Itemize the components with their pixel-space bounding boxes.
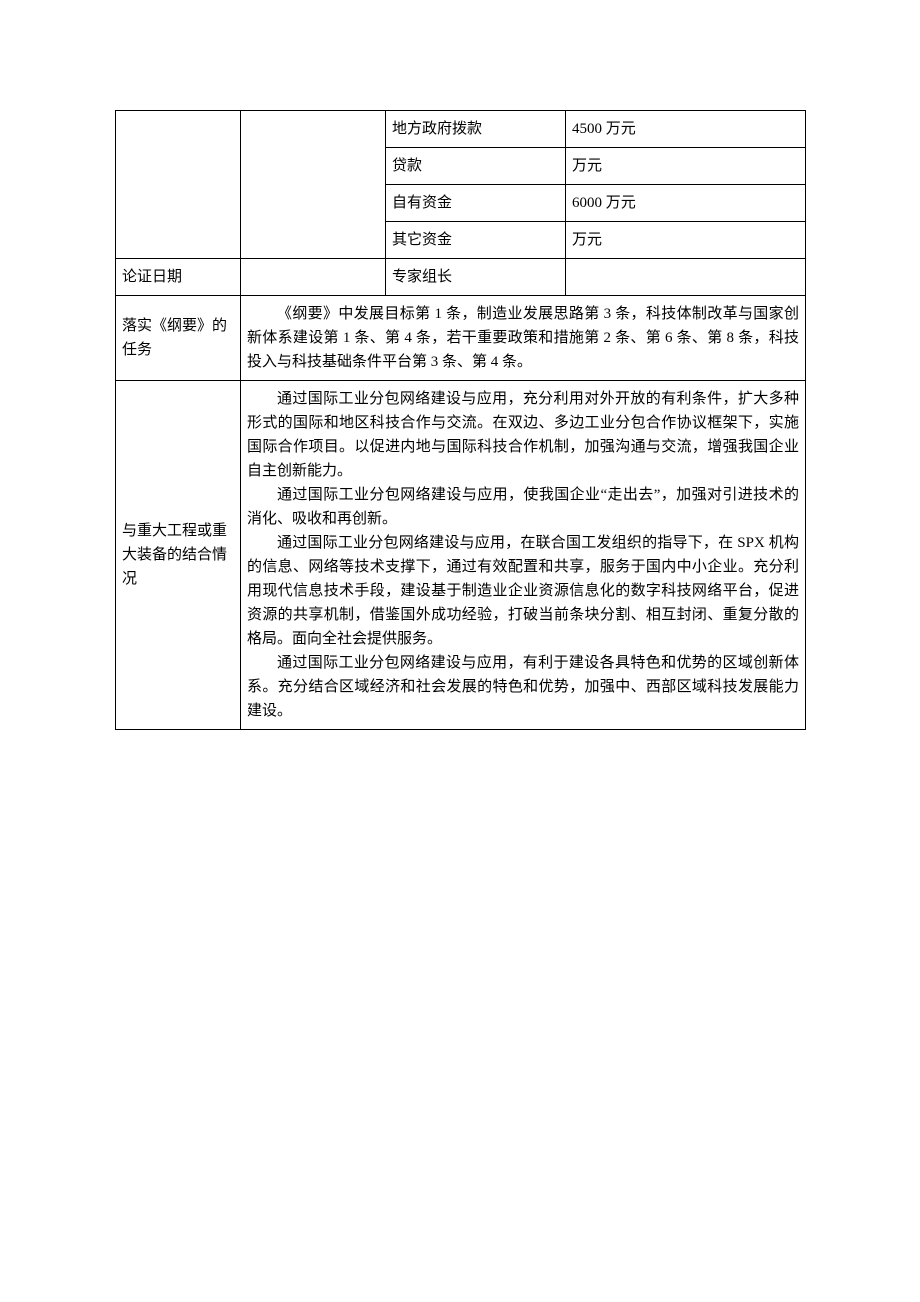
task-text: 《纲要》中发展目标第 1 条，制造业发展思路第 3 条，科技体制改革与国家创新体… bbox=[247, 302, 799, 374]
funding-source-label: 其它资金 bbox=[386, 222, 566, 259]
task-text-cell: 《纲要》中发展目标第 1 条，制造业发展思路第 3 条，科技体制改革与国家创新体… bbox=[241, 296, 806, 381]
expert-leader-label: 专家组长 bbox=[386, 259, 566, 296]
table-row: 论证日期 专家组长 bbox=[116, 259, 806, 296]
task-label: 落实《纲要》的任务 bbox=[116, 296, 241, 381]
funding-source-label: 自有资金 bbox=[386, 185, 566, 222]
integration-paragraph: 通过国际工业分包网络建设与应用，充分利用对外开放的有利条件，扩大多种形式的国际和… bbox=[247, 387, 799, 483]
review-date-value bbox=[241, 259, 386, 296]
integration-label: 与重大工程或重大装备的结合情况 bbox=[116, 381, 241, 730]
funding-source-label: 地方政府拨款 bbox=[386, 111, 566, 148]
integration-paragraph: 通过国际工业分包网络建设与应用，在联合国工发组织的指导下，在 SPX 机构的信息… bbox=[247, 531, 799, 651]
document-page: 地方政府拨款 4500 万元 贷款 万元 自有资金 6000 万元 其它资金 万… bbox=[0, 0, 920, 790]
funding-source-value: 万元 bbox=[566, 148, 806, 185]
funding-left-b bbox=[241, 111, 386, 259]
table-row: 与重大工程或重大装备的结合情况 通过国际工业分包网络建设与应用，充分利用对外开放… bbox=[116, 381, 806, 730]
table-row: 地方政府拨款 4500 万元 bbox=[116, 111, 806, 148]
integration-text-cell: 通过国际工业分包网络建设与应用，充分利用对外开放的有利条件，扩大多种形式的国际和… bbox=[241, 381, 806, 730]
integration-paragraph: 通过国际工业分包网络建设与应用，使我国企业“走出去”，加强对引进技术的消化、吸收… bbox=[247, 483, 799, 531]
funding-source-value: 4500 万元 bbox=[566, 111, 806, 148]
integration-paragraph: 通过国际工业分包网络建设与应用，有利于建设各具特色和优势的区域创新体系。充分结合… bbox=[247, 651, 799, 723]
funding-source-value: 万元 bbox=[566, 222, 806, 259]
funding-source-value: 6000 万元 bbox=[566, 185, 806, 222]
project-info-table: 地方政府拨款 4500 万元 贷款 万元 自有资金 6000 万元 其它资金 万… bbox=[115, 110, 806, 730]
funding-source-label: 贷款 bbox=[386, 148, 566, 185]
expert-leader-value bbox=[566, 259, 806, 296]
review-date-label: 论证日期 bbox=[116, 259, 241, 296]
table-row: 落实《纲要》的任务 《纲要》中发展目标第 1 条，制造业发展思路第 3 条，科技… bbox=[116, 296, 806, 381]
funding-left-a bbox=[116, 111, 241, 259]
